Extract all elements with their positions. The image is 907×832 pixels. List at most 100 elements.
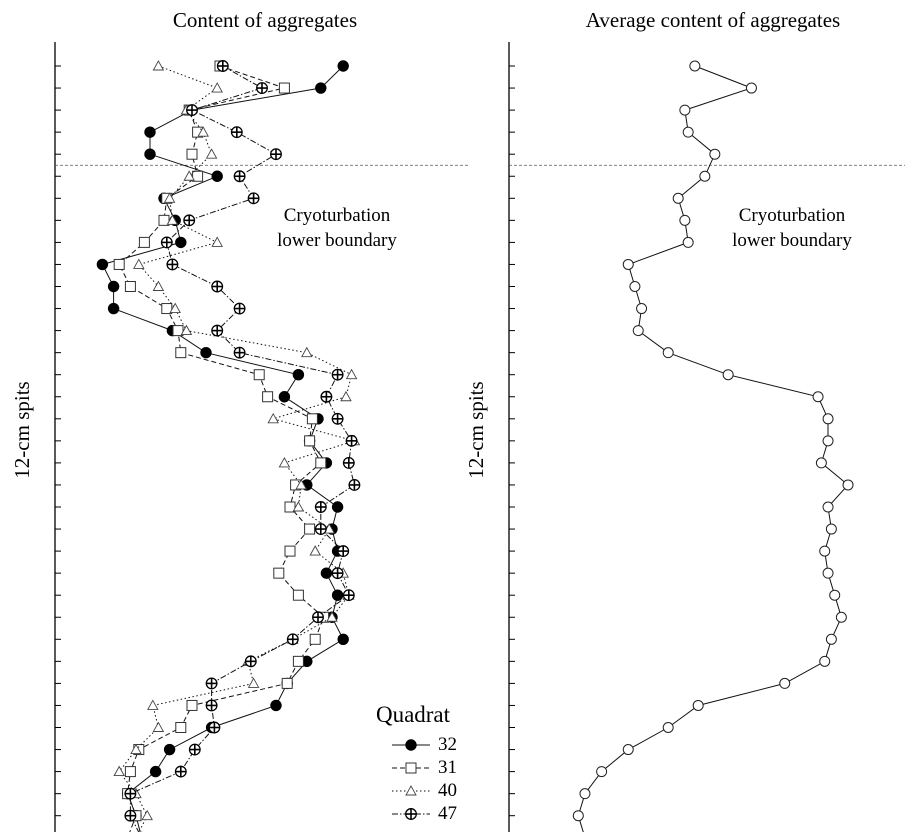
- legend-item-47: [392, 808, 430, 820]
- left-series-31-point: [175, 722, 187, 733]
- left-series-31-point: [281, 677, 293, 689]
- right-series-average-point: [662, 347, 674, 359]
- left-series-32-point: [107, 302, 120, 315]
- left-series-31-point: [309, 633, 321, 645]
- left-series-31-point: [161, 303, 173, 315]
- right-series-average-point: [819, 545, 831, 557]
- left-y-axis-label: 12-cm spits: [10, 381, 34, 478]
- left-series-47-point: [124, 787, 137, 800]
- left-series-31-point: [186, 699, 198, 711]
- left-chart-title: Content of aggregates: [173, 8, 357, 32]
- right-chart-title: Average content of aggregates: [586, 8, 840, 32]
- right-series-average: [572, 60, 854, 832]
- left-series-47-point: [124, 809, 137, 822]
- right-series-average-point: [682, 126, 694, 138]
- left-series-32-point: [270, 699, 282, 712]
- left-series-47-point: [233, 170, 246, 183]
- right-series-average-point: [622, 258, 634, 270]
- right-series-average-point: [689, 60, 701, 72]
- left-series-40-point: [141, 809, 153, 821]
- left-series-32-point: [107, 280, 120, 293]
- right-boundary-annotation-line1: Cryoturbation: [739, 205, 846, 226]
- left-series-40-point: [295, 479, 307, 490]
- left-boundary-annotation-line2: lower boundary: [277, 230, 397, 251]
- left-series-40-point: [152, 60, 165, 71]
- left-boundary-annotation-line1: Cryoturbation: [284, 205, 391, 226]
- right-series-average-point: [636, 303, 648, 315]
- left-series-40-point: [301, 346, 313, 358]
- right-series-average-point: [572, 810, 584, 822]
- left-series-47-point: [233, 302, 246, 315]
- left-series-40-point: [345, 368, 358, 380]
- left-series-32-point: [337, 60, 349, 72]
- right-series-average-point: [679, 104, 691, 116]
- left-series-47-point: [230, 126, 243, 139]
- left-series-32-point: [175, 236, 187, 249]
- left-series-47-point: [166, 258, 179, 271]
- left-series-47-point: [320, 390, 333, 403]
- legend-item-32: [392, 739, 430, 751]
- right-series-average-point: [825, 523, 837, 535]
- right-boundary-annotation-line2: lower boundary: [732, 230, 852, 251]
- left-series-47-point: [183, 214, 196, 227]
- right-series-average-point: [835, 611, 847, 623]
- left-series-40-point: [326, 611, 338, 622]
- right-series-average-point: [829, 589, 841, 601]
- left-series-31-point: [284, 501, 296, 513]
- left-series-47-point: [286, 633, 299, 646]
- left-series-47-point: [233, 346, 246, 359]
- left-series-32-point: [331, 501, 344, 513]
- left-series-31-point: [304, 435, 316, 447]
- left-series-31-point: [284, 545, 296, 557]
- legend-marker-31: [405, 762, 417, 774]
- left-series-40-point: [180, 324, 193, 336]
- left-series-40-point: [267, 412, 279, 424]
- left-series-32-point: [144, 126, 156, 138]
- left-series-31-point: [124, 766, 136, 778]
- left-series-47-point: [270, 148, 282, 161]
- left-series-47-point: [211, 324, 224, 337]
- left-series-31-point: [292, 589, 304, 601]
- left-series-47-point: [205, 699, 218, 712]
- left-series-40-point: [211, 236, 223, 247]
- right-series-average-point: [632, 325, 644, 337]
- left-series-47-point: [331, 567, 344, 580]
- right-series-average-point: [745, 82, 757, 94]
- left-series-40-point: [211, 82, 223, 93]
- left-series-47: [124, 60, 361, 832]
- left-series-47-point: [314, 501, 327, 513]
- right-series-average-point: [579, 788, 591, 800]
- left-series-32-point: [211, 170, 223, 182]
- right-series-average-point: [662, 722, 674, 733]
- left-series-31-point: [138, 236, 150, 248]
- right-series-average-point: [819, 655, 831, 667]
- left-series-31-point: [278, 82, 290, 94]
- left-series-47-point: [205, 677, 218, 690]
- right-series-average-point: [842, 479, 854, 491]
- left-series-31-point: [124, 281, 136, 292]
- left-series-31-point: [158, 214, 170, 226]
- right-series-average-point: [822, 567, 834, 579]
- left-series-31-point: [304, 523, 316, 535]
- right-series-average-point: [822, 413, 834, 425]
- left-series-47-point: [331, 368, 344, 381]
- left-series-31-point: [273, 567, 285, 579]
- left-series-47-point: [208, 721, 221, 734]
- right-series-average-point: [709, 148, 721, 160]
- right-series-average-point: [722, 369, 734, 381]
- left-series-40-point: [130, 743, 142, 754]
- right-series-average-point: [692, 699, 704, 711]
- left-series-31-point: [113, 258, 125, 270]
- left-series-40-point: [169, 302, 181, 313]
- right-series-average-point: [699, 170, 711, 182]
- left-series-47-point: [160, 236, 173, 249]
- legend-label-47: 47: [438, 803, 457, 824]
- right-series-average-point: [622, 744, 634, 756]
- left-series-32-point: [144, 148, 156, 160]
- right-series-average-point: [629, 281, 641, 292]
- left-series-47-point: [348, 479, 361, 491]
- right-series-average-point: [596, 766, 608, 778]
- left-series-32-point: [331, 589, 344, 601]
- left-series-47-point: [211, 280, 224, 293]
